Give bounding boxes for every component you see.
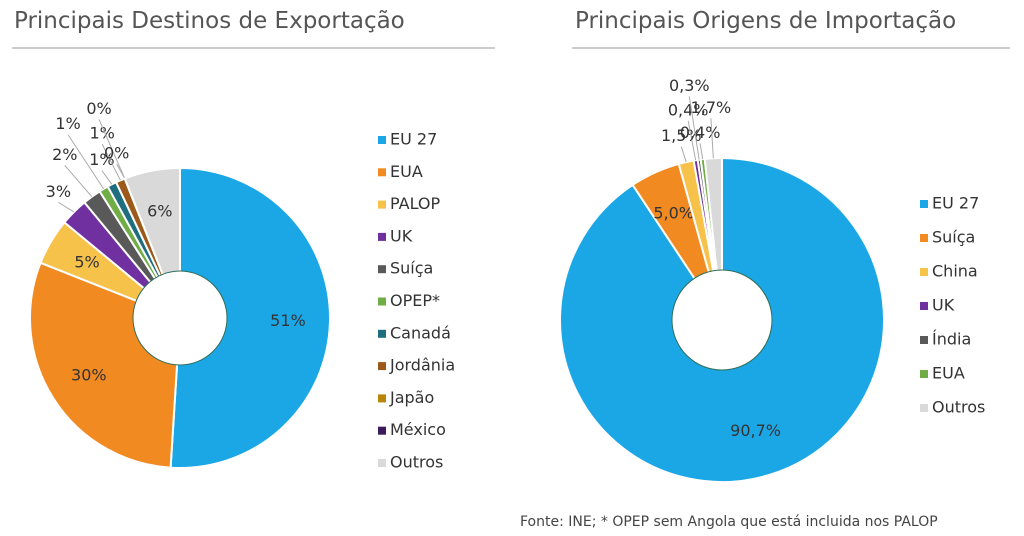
legend-swatch <box>920 336 928 344</box>
legend-swatch <box>378 232 386 241</box>
data-label: 0,4% <box>668 100 709 119</box>
data-label: 51% <box>270 311 306 330</box>
chart-title: Principais Destinos de Exportação <box>14 8 405 34</box>
donut-hole <box>671 269 773 371</box>
leader-line <box>699 143 704 160</box>
data-label: 0% <box>86 99 111 118</box>
data-label: 1% <box>89 124 114 143</box>
data-label: 5,0% <box>653 203 694 222</box>
legend-swatch <box>920 268 928 276</box>
leader-line <box>680 146 687 163</box>
legend-swatch <box>920 302 928 310</box>
legend-label: Outros <box>932 398 985 417</box>
legend-label: EU 27 <box>390 130 437 149</box>
data-label: 0% <box>104 144 129 163</box>
leader-line <box>67 134 105 190</box>
legend-label: EUA <box>932 364 965 383</box>
legend-swatch <box>920 234 928 242</box>
legend-swatch <box>378 168 386 177</box>
legend-swatch <box>378 136 386 144</box>
legend-label: UK <box>932 296 955 315</box>
data-label: 6% <box>147 201 172 220</box>
legend-swatch <box>920 200 928 208</box>
legend-label: México <box>390 420 446 439</box>
leader-line <box>101 170 113 185</box>
legend-label: Outros <box>390 453 443 472</box>
legend-swatch <box>378 297 386 306</box>
data-label: 2% <box>52 145 77 164</box>
leader-line <box>687 120 697 161</box>
legend-swatch <box>378 459 386 467</box>
donut-hole <box>132 270 228 366</box>
legend-label: China <box>932 262 978 281</box>
data-label: 1,7% <box>691 98 732 117</box>
leader-line <box>98 119 126 179</box>
slice <box>559 156 885 483</box>
legend-swatch <box>378 329 386 338</box>
leader-line <box>58 201 75 213</box>
data-label: 1% <box>55 114 80 133</box>
footnote: Fonte: INE; * OPEP sem Angola que está i… <box>520 514 938 530</box>
legend-swatch <box>920 370 928 378</box>
data-label: 90,7% <box>730 421 781 440</box>
data-label: 1% <box>89 150 114 169</box>
leader-line <box>101 143 121 181</box>
data-label: 5% <box>74 253 99 272</box>
legend-label: Japão <box>389 388 434 407</box>
legend-label: UK <box>390 226 413 245</box>
legend-swatch <box>378 394 386 403</box>
legend-label: PALOP <box>390 194 441 213</box>
leader-line <box>688 96 700 160</box>
legend-label: Índia <box>932 330 971 349</box>
chart-title: Principais Origens de Importação <box>575 8 956 34</box>
leader-line <box>116 163 126 179</box>
legend-label: Suíça <box>932 228 975 247</box>
legend-swatch <box>378 200 386 209</box>
slice <box>169 166 331 469</box>
legend-label: Jordânia <box>389 356 455 375</box>
data-label: 30% <box>71 365 107 384</box>
legend-swatch <box>378 362 386 371</box>
legend-label: OPEP* <box>390 291 440 310</box>
legend-swatch <box>920 404 928 412</box>
legend-label: Suíça <box>390 259 433 278</box>
legend-label: Canadá <box>390 323 451 342</box>
legend-swatch <box>378 265 386 274</box>
data-label: 0,4% <box>680 123 721 142</box>
data-label: 3% <box>46 182 71 201</box>
leader-line <box>64 165 93 197</box>
data-label: 0,3% <box>669 76 710 95</box>
legend-label: EUA <box>390 162 423 181</box>
legend-swatch <box>378 426 386 435</box>
legend-label: EU 27 <box>932 194 979 213</box>
leader-line <box>710 118 714 159</box>
